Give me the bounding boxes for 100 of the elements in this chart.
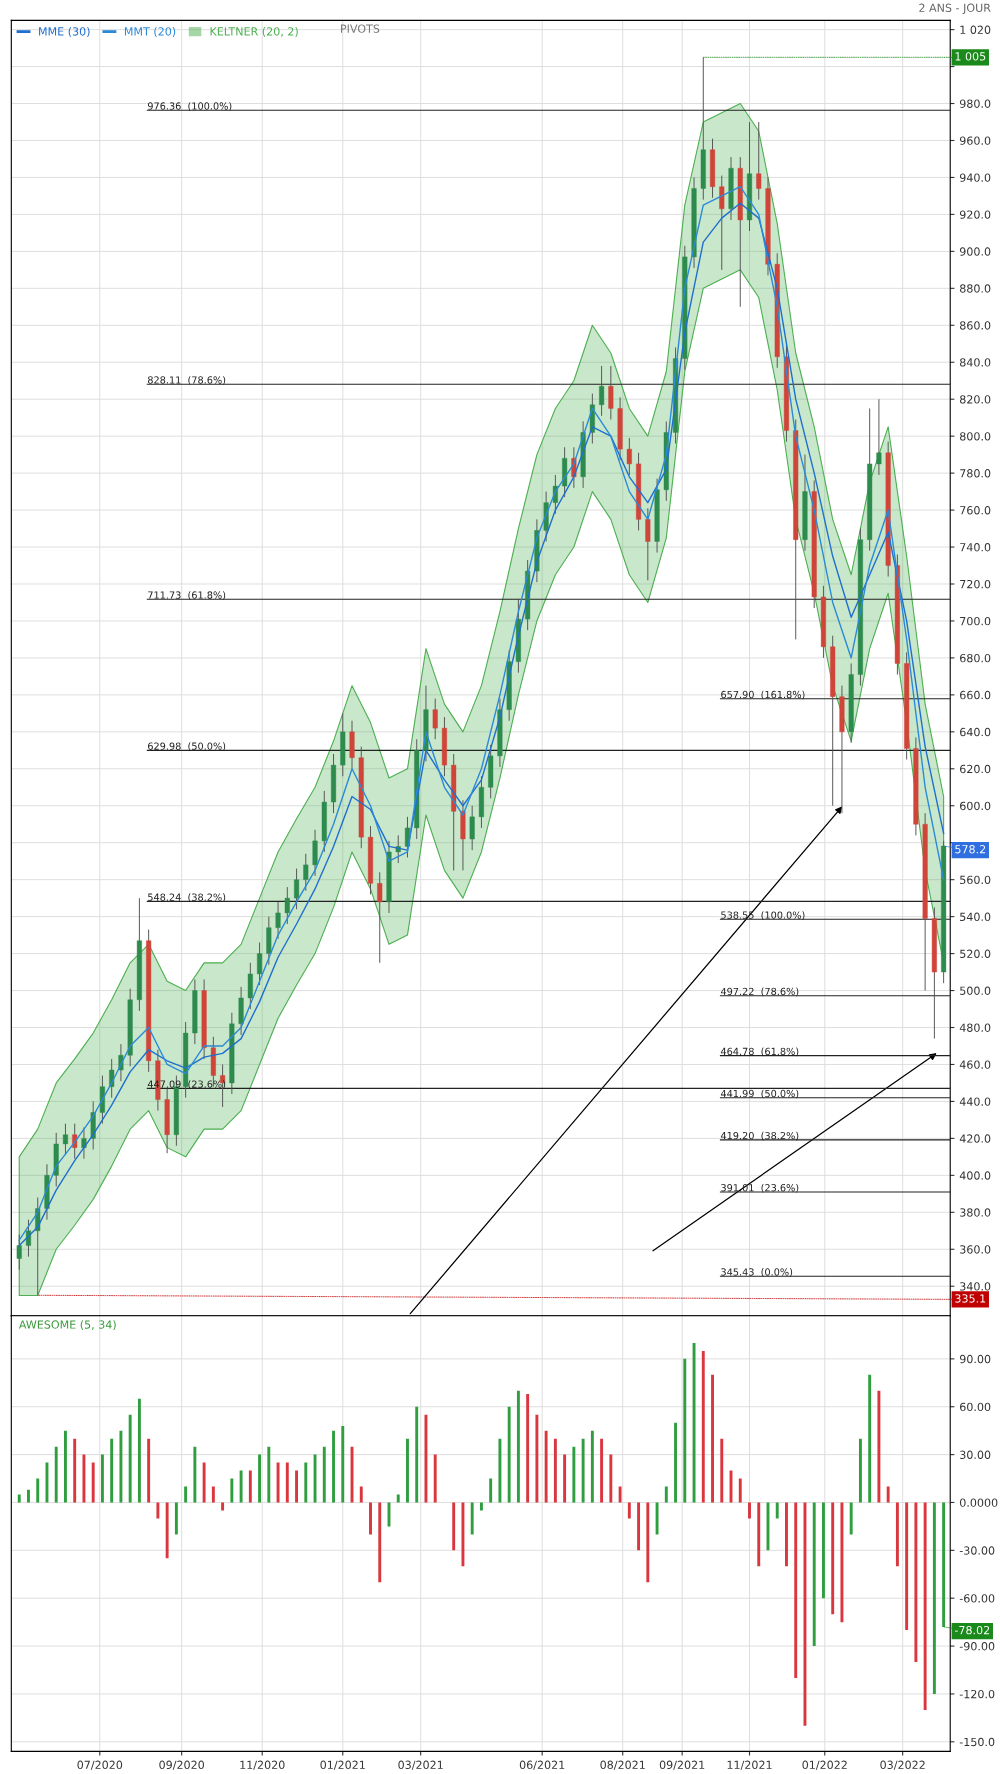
y-tick-label: 500.0 bbox=[960, 986, 991, 995]
bar bbox=[868, 1374, 872, 1503]
bar bbox=[64, 1430, 67, 1503]
bar bbox=[498, 1438, 502, 1503]
bar bbox=[895, 1502, 899, 1567]
bar bbox=[544, 1430, 548, 1503]
bar bbox=[479, 1502, 483, 1511]
series-label: 657.90 (161.8%) bbox=[721, 690, 805, 700]
candlestick bbox=[257, 942, 263, 986]
y-tick-label: 920.0 bbox=[959, 210, 991, 219]
y-tick-label: 740.0 bbox=[960, 543, 991, 552]
y-tick-label: 400.0 bbox=[959, 1171, 991, 1180]
y-tick-label: 980.0 bbox=[959, 99, 991, 108]
bar bbox=[489, 1478, 493, 1503]
x-tick-label: 03/2021 bbox=[398, 1760, 443, 1770]
bar bbox=[572, 1446, 576, 1503]
bar bbox=[553, 1438, 557, 1503]
bar bbox=[221, 1502, 225, 1511]
bar bbox=[590, 1430, 594, 1503]
chart-title: AWESOME (5, 34) bbox=[18, 1320, 116, 1331]
bar bbox=[211, 1486, 215, 1503]
y-tick-label: 30.00 bbox=[960, 1450, 991, 1459]
y-tick-label: 640.0 bbox=[960, 727, 991, 737]
candlestick bbox=[377, 871, 383, 964]
y-tick-label: 360.0 bbox=[960, 1245, 991, 1254]
bar bbox=[822, 1502, 825, 1599]
y-tick-label: 340.0 bbox=[960, 1282, 991, 1291]
y-tick-label: -90.00 bbox=[959, 1642, 995, 1651]
bar bbox=[295, 1470, 298, 1503]
bar bbox=[184, 1486, 188, 1503]
bar bbox=[322, 1446, 326, 1503]
y-tick-label: 720.0 bbox=[960, 579, 991, 589]
bar bbox=[17, 1494, 21, 1503]
y-tick-label: 700.0 bbox=[960, 616, 991, 626]
candlestick bbox=[599, 365, 605, 417]
series-label: 464.78 (61.8%) bbox=[720, 1047, 799, 1057]
candlestick bbox=[756, 121, 762, 201]
y-tick-label: 940.0 bbox=[959, 173, 991, 182]
annotation: PIVOTS bbox=[341, 24, 380, 33]
candlestick bbox=[81, 1126, 87, 1160]
bar bbox=[73, 1438, 77, 1503]
y-tick-label: 600.0 bbox=[960, 801, 991, 811]
legend-label: MMT (20) bbox=[124, 27, 176, 37]
candlestick bbox=[645, 507, 651, 581]
bar bbox=[923, 1502, 927, 1710]
bar bbox=[711, 1374, 714, 1503]
series-label: 345.43 (0.0%) bbox=[721, 1268, 793, 1277]
bar bbox=[646, 1502, 650, 1583]
bar bbox=[840, 1502, 844, 1623]
y-tick-label: 460.0 bbox=[959, 1060, 991, 1069]
bar bbox=[701, 1350, 705, 1503]
bar bbox=[655, 1502, 659, 1535]
bar bbox=[433, 1454, 437, 1503]
y-tick-label: -30.00 bbox=[959, 1546, 995, 1555]
bar bbox=[202, 1462, 206, 1503]
x-tick-label: 11/2021 bbox=[727, 1760, 772, 1770]
candlestick bbox=[432, 698, 438, 740]
y-tick-label: 620.0 bbox=[960, 764, 991, 774]
x-tick-label: 01/2021 bbox=[320, 1760, 365, 1770]
bar bbox=[82, 1454, 86, 1503]
bar bbox=[905, 1502, 909, 1631]
y-tick-label: 860.0 bbox=[960, 321, 991, 330]
bar bbox=[720, 1438, 724, 1503]
bar bbox=[230, 1478, 234, 1503]
bar bbox=[470, 1502, 474, 1535]
bar bbox=[526, 1393, 530, 1503]
y-tick-label: 880.0 bbox=[960, 284, 991, 293]
y-tick-label: 0.0000 bbox=[959, 1498, 998, 1507]
bar bbox=[304, 1462, 308, 1503]
y-tick-label: -120.0 bbox=[959, 1689, 995, 1699]
bar bbox=[359, 1486, 363, 1503]
bar bbox=[128, 1414, 132, 1503]
bar bbox=[507, 1406, 511, 1503]
x-tick-label: 09/2021 bbox=[659, 1760, 705, 1770]
bar bbox=[100, 1454, 104, 1503]
bar bbox=[147, 1438, 151, 1503]
bar bbox=[914, 1502, 918, 1663]
y-tick-label: 440.0 bbox=[959, 1097, 991, 1106]
bar bbox=[396, 1494, 400, 1503]
bar bbox=[516, 1390, 520, 1503]
series-label: 441.99 (50.0%) bbox=[720, 1089, 799, 1099]
y-tick-label: -150.0 bbox=[959, 1737, 995, 1747]
series-label: 629.98 (50.0%) bbox=[148, 742, 226, 751]
bar bbox=[738, 1478, 742, 1503]
bar bbox=[258, 1454, 262, 1503]
bar bbox=[267, 1446, 271, 1503]
bar bbox=[27, 1489, 30, 1503]
candlestick bbox=[16, 1233, 22, 1271]
y-tick-label: 780.0 bbox=[960, 469, 991, 478]
candlestick bbox=[284, 886, 290, 925]
bar bbox=[877, 1390, 881, 1503]
bar bbox=[563, 1454, 567, 1503]
y-tick-label: 480.0 bbox=[959, 1023, 991, 1032]
bar bbox=[683, 1358, 687, 1503]
bar bbox=[775, 1502, 779, 1519]
series-label: 976.36 (100.0%) bbox=[147, 102, 232, 111]
y-tick-label: 760.0 bbox=[960, 506, 991, 515]
x-tick-label: 09/2020 bbox=[159, 1760, 205, 1770]
bar bbox=[285, 1462, 289, 1503]
bar bbox=[600, 1438, 604, 1503]
